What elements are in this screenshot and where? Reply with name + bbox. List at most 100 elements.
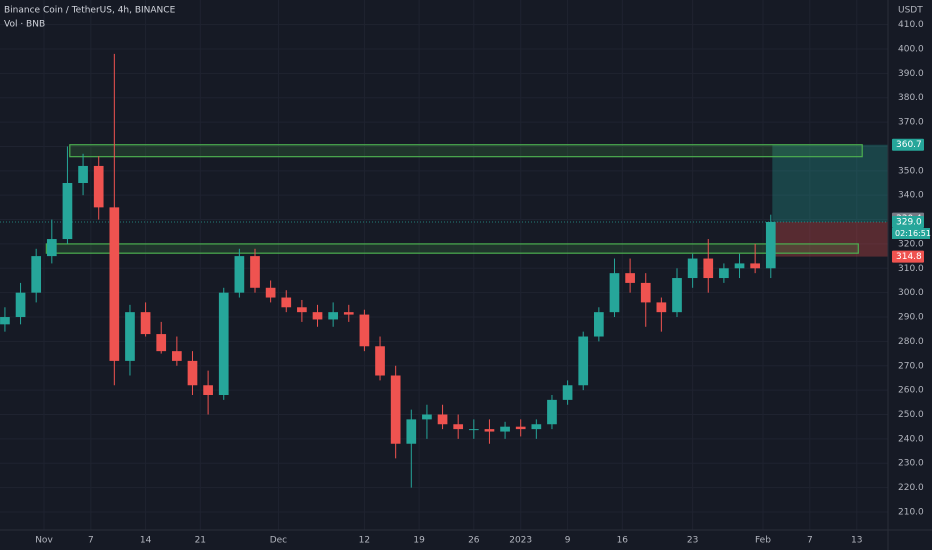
y-tick-label: 350.0 [898, 166, 924, 176]
x-tick-label: 23 [687, 536, 698, 546]
candle-body [547, 399, 557, 425]
position-loss [772, 221, 888, 257]
y-tick-label: 250.0 [898, 410, 924, 420]
candle-body [515, 426, 526, 430]
candle-body [703, 258, 714, 279]
candle-body [687, 258, 698, 279]
y-tick-label: 240.0 [898, 434, 924, 444]
candle-body [375, 346, 385, 376]
y-tick-label: 410.0 [898, 20, 924, 30]
candle-body [640, 282, 651, 303]
y-tick-label: 280.0 [898, 337, 924, 347]
candle-body [468, 429, 479, 431]
zone [69, 144, 863, 158]
y-tick-label: 260.0 [898, 386, 924, 396]
price-tag-label: 329.0 [896, 217, 922, 227]
x-tick-label: 7 [88, 536, 94, 546]
y-tick-label: 370.0 [898, 118, 924, 128]
candle-body [765, 221, 776, 269]
candle-body [734, 263, 745, 269]
candle-body [328, 312, 338, 320]
candle-body [578, 336, 589, 386]
price-tag [892, 215, 924, 228]
x-tick-label: 16 [617, 536, 629, 546]
x-tick-label: 7 [807, 536, 813, 546]
y-axis-label: USDT [898, 6, 923, 16]
candle-body [218, 292, 229, 396]
candle-body [500, 426, 510, 432]
candle-body [281, 297, 292, 308]
zone [45, 243, 859, 254]
x-tick-label: Nov [35, 536, 53, 546]
y-tick-label: 230.0 [898, 459, 924, 469]
y-tick-label: 290.0 [898, 313, 924, 323]
y-tick-label: 320.0 [898, 239, 924, 249]
x-tick-label: Feb [755, 536, 771, 546]
countdown: 02:16:51 [895, 229, 931, 238]
candle-body [250, 256, 260, 288]
candle-body [0, 317, 10, 325]
candle-body [265, 287, 276, 298]
price-tag-label: 360.7 [896, 140, 922, 150]
price-tag [892, 250, 924, 263]
candle-body [343, 312, 354, 315]
y-tick-label: 270.0 [898, 361, 924, 371]
candle-body [594, 312, 604, 337]
candle-body [422, 414, 432, 420]
candle-body [125, 312, 135, 361]
countdown-bg [892, 227, 930, 239]
candle-body [719, 268, 729, 279]
y-tick-label: 220.0 [898, 483, 924, 493]
candle-body [453, 424, 464, 430]
y-tick-label: 310.0 [898, 264, 924, 274]
candle-body [172, 351, 182, 361]
candle-body [484, 429, 495, 432]
candle-body [46, 239, 57, 257]
x-tick-label: 19 [413, 536, 425, 546]
y-tick-label: 390.0 [898, 69, 924, 79]
candle-body [109, 207, 120, 361]
candle-body [390, 375, 401, 444]
chart-title: Binance Coin / TetherUS, 4h, BINANCE [4, 6, 176, 16]
candle-body [437, 414, 448, 425]
candle-body [140, 312, 151, 335]
x-tick-label: 12 [359, 536, 370, 546]
x-tick-label: 13 [851, 536, 862, 546]
candle-body [187, 360, 198, 386]
volume-label: Vol · BNB [4, 20, 45, 30]
candle-body [93, 165, 104, 208]
price-tag-label: 314.8 [896, 252, 922, 262]
x-tick-label: Dec [270, 536, 287, 546]
candle-body [203, 385, 213, 396]
candle-body [359, 314, 370, 347]
candle-body [406, 419, 417, 444]
candle-body [312, 312, 323, 320]
candle-body [750, 263, 760, 269]
y-tick-label: 380.0 [898, 93, 924, 103]
x-tick-label: 9 [565, 536, 571, 546]
candle-body [156, 334, 167, 352]
candle-body [78, 165, 88, 184]
y-tick-label: 210.0 [898, 507, 924, 517]
candle-body [531, 424, 542, 430]
candle-body [297, 307, 307, 313]
candle-body [62, 183, 73, 240]
candle-body [672, 278, 682, 313]
candle-body [15, 292, 26, 318]
x-tick-label: 2023 [509, 536, 532, 546]
x-tick-label: 21 [195, 536, 206, 546]
y-tick-label: 300.0 [898, 288, 924, 298]
candle-body [625, 273, 635, 283]
candles [0, 53, 776, 488]
drawings [0, 144, 888, 257]
x-tick-label: 26 [468, 536, 480, 546]
y-tick-label: 340.0 [898, 191, 924, 201]
position-profit [772, 144, 888, 222]
candle-body [656, 302, 667, 313]
x-tick-label: 14 [140, 536, 152, 546]
candle-body [234, 256, 245, 293]
